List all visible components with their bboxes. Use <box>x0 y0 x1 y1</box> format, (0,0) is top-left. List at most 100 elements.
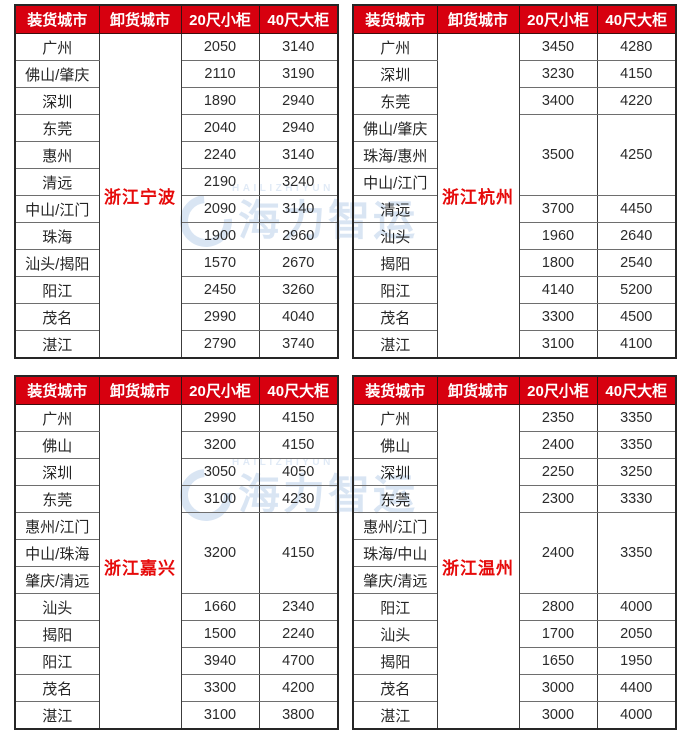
col-header-20ft: 20尺小柜 <box>180 4 260 34</box>
table-row: 佛山/肇庆 3500 4250 <box>352 114 677 196</box>
header-row: 装货城市 卸货城市 20尺小柜 40尺大柜 <box>14 375 339 405</box>
table-row: 广州 浙江温州 2350 3350 <box>352 404 677 730</box>
table-row: 茂名 3300 4200 <box>14 674 339 702</box>
price-40ft-cell: 2340 <box>258 593 339 621</box>
loading-city-cell: 深圳 <box>352 60 438 88</box>
price-20ft-cell: 3700 <box>518 195 598 223</box>
price-40ft-cell: 3240 <box>258 168 339 196</box>
loading-city-cell: 茂名 <box>14 674 100 702</box>
price-40ft-cell: 5200 <box>596 276 677 304</box>
price-40ft-cell: 4700 <box>258 647 339 675</box>
loading-city-cell: 阳江 <box>14 647 100 675</box>
price-40ft-cell: 3140 <box>258 33 339 61</box>
loading-city-cell: 清远 <box>14 168 100 196</box>
price-20ft-cell: 2240 <box>180 141 260 169</box>
loading-city-cell: 湛江 <box>14 330 100 359</box>
loading-city-cell: 深圳 <box>352 458 438 486</box>
price-40ft-cell: 4050 <box>258 458 339 486</box>
loading-city-cell: 阳江 <box>14 276 100 304</box>
price-20ft-cell: 3000 <box>518 674 598 702</box>
header-row: 装货城市 卸货城市 20尺小柜 40尺大柜 <box>352 375 677 405</box>
price-40ft-cell: 4000 <box>596 701 677 730</box>
col-header-unloading-city: 卸货城市 <box>98 375 182 405</box>
table-row: 深圳 3050 4050 <box>14 458 339 486</box>
price-40ft-cell: 3740 <box>258 330 339 359</box>
loading-city-cell: 佛山 <box>14 431 100 459</box>
price-20ft-cell: 1570 <box>180 249 260 277</box>
price-40ft-cell: 3800 <box>258 701 339 730</box>
table-row: 东莞 3100 4230 <box>14 485 339 513</box>
destination-cell: 浙江杭州 <box>436 33 520 359</box>
price-20ft-cell: 2300 <box>518 485 598 513</box>
loading-city-cell: 惠州 <box>14 141 100 169</box>
col-header-40ft: 40尺大柜 <box>596 375 677 405</box>
loading-city-cell: 广州 <box>352 404 438 432</box>
price-20ft-cell: 3200 <box>180 431 260 459</box>
price-20ft-cell: 2400 <box>518 431 598 459</box>
price-20ft-cell: 2090 <box>180 195 260 223</box>
col-header-20ft: 20尺小柜 <box>518 375 598 405</box>
price-20ft-cell: 1650 <box>518 647 598 675</box>
price-40ft-cell: 2050 <box>596 620 677 648</box>
table-row: 汕头 1660 2340 <box>14 593 339 621</box>
price-40ft-cell: 3190 <box>258 60 339 88</box>
table-row: 东莞 2040 2940 <box>14 114 339 142</box>
header-row: 装货城市 卸货城市 20尺小柜 40尺大柜 <box>14 4 339 34</box>
table-row: 汕头 1700 2050 <box>352 620 677 648</box>
destination-cell: 浙江温州 <box>436 404 520 730</box>
price-20ft-cell: 3300 <box>518 303 598 331</box>
table-row: 深圳 3230 4150 <box>352 60 677 88</box>
col-header-loading-city: 装货城市 <box>352 375 438 405</box>
price-20ft-cell: 3100 <box>180 485 260 513</box>
price-20ft-cell: 2400 <box>518 512 598 594</box>
loading-city-cell: 汕头 <box>14 593 100 621</box>
destination-cell: 浙江宁波 <box>98 33 182 359</box>
loading-city-cell: 珠海/惠州 <box>352 141 438 169</box>
header-row: 装货城市 卸货城市 20尺小柜 40尺大柜 <box>352 4 677 34</box>
price-20ft-cell: 2050 <box>180 33 260 61</box>
loading-city-cell: 阳江 <box>352 276 438 304</box>
loading-city-cell: 珠海 <box>14 222 100 250</box>
price-40ft-cell: 3260 <box>258 276 339 304</box>
price-40ft-cell: 2670 <box>258 249 339 277</box>
price-20ft-cell: 1960 <box>518 222 598 250</box>
table-row: 茂名 2990 4040 <box>14 303 339 331</box>
freight-table-wenzhou: 装货城市 卸货城市 20尺小柜 40尺大柜 广州 浙江温州 2350 3350 佛山 24… <box>352 375 677 730</box>
freight-rate-sheet: HAILIZHIYUN 海力智运 HAILIZHIYUN 海力智运 装货城市 卸… <box>14 4 677 730</box>
price-40ft-cell: 4250 <box>596 114 677 196</box>
table-row: 深圳 1890 2940 <box>14 87 339 115</box>
loading-city-cell: 东莞 <box>352 485 438 513</box>
loading-city-cell: 茂名 <box>352 303 438 331</box>
loading-city-cell: 东莞 <box>352 87 438 115</box>
table-row: 汕头/揭阳 1570 2670 <box>14 249 339 277</box>
loading-city-cell: 湛江 <box>352 330 438 359</box>
price-40ft-cell: 2940 <box>258 114 339 142</box>
table-row: 茂名 3000 4400 <box>352 674 677 702</box>
loading-city-cell: 汕头 <box>352 222 438 250</box>
price-40ft-cell: 3250 <box>596 458 677 486</box>
price-40ft-cell: 1950 <box>596 647 677 675</box>
col-header-loading-city: 装货城市 <box>14 4 100 34</box>
price-20ft-cell: 2800 <box>518 593 598 621</box>
loading-city-cell: 汕头 <box>352 620 438 648</box>
price-40ft-cell: 3330 <box>596 485 677 513</box>
price-40ft-cell: 4500 <box>596 303 677 331</box>
table-grid: 装货城市 卸货城市 20尺小柜 40尺大柜 广州 浙江宁波 2050 3140 佛山/肇… <box>14 4 677 730</box>
table-row: 湛江 3100 4100 <box>352 330 677 359</box>
loading-city-cell: 湛江 <box>352 701 438 730</box>
table-row: 揭阳 1500 2240 <box>14 620 339 648</box>
price-20ft-cell: 2190 <box>180 168 260 196</box>
loading-city-cell: 东莞 <box>14 485 100 513</box>
price-20ft-cell: 3100 <box>180 701 260 730</box>
col-header-40ft: 40尺大柜 <box>258 4 339 34</box>
col-header-loading-city: 装货城市 <box>352 4 438 34</box>
col-header-unloading-city: 卸货城市 <box>98 4 182 34</box>
loading-city-cell: 珠海/中山 <box>352 539 438 567</box>
loading-city-cell: 肇庆/清远 <box>352 566 438 594</box>
price-40ft-cell: 3140 <box>258 195 339 223</box>
loading-city-cell: 肇庆/清远 <box>14 566 100 594</box>
price-40ft-cell: 4230 <box>258 485 339 513</box>
price-20ft-cell: 4140 <box>518 276 598 304</box>
loading-city-cell: 佛山/肇庆 <box>352 114 438 142</box>
price-20ft-cell: 2250 <box>518 458 598 486</box>
